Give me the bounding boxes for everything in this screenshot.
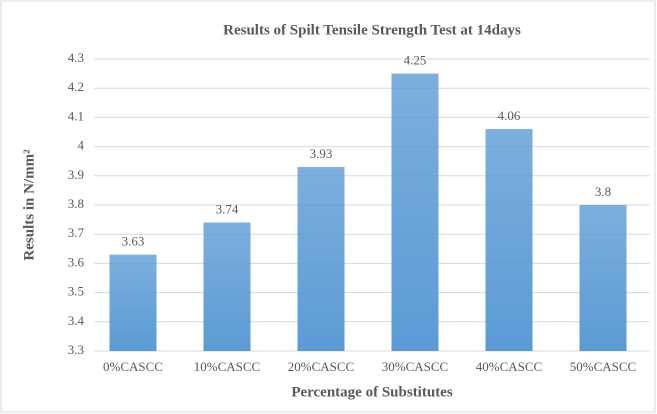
data-label: 3.8 bbox=[595, 184, 611, 199]
y-tick-label: 4 bbox=[78, 138, 85, 153]
bar bbox=[109, 254, 157, 351]
y-axis-title: Results in N/mm² bbox=[21, 149, 37, 261]
y-tick-label: 4.3 bbox=[68, 50, 84, 65]
y-tick-label: 4.2 bbox=[68, 79, 84, 94]
data-label: 4.06 bbox=[498, 108, 521, 123]
y-tick-label: 3.3 bbox=[68, 342, 84, 357]
bar bbox=[297, 167, 345, 351]
data-label: 3.74 bbox=[216, 202, 239, 217]
y-tick-label: 3.4 bbox=[68, 313, 85, 328]
bar bbox=[579, 205, 627, 351]
y-tick-label: 4.1 bbox=[68, 108, 84, 123]
data-label: 4.25 bbox=[404, 53, 427, 68]
y-tick-label: 3.7 bbox=[68, 225, 85, 240]
x-axis-title: Percentage of Substitutes bbox=[291, 384, 453, 400]
data-label: 3.63 bbox=[122, 234, 145, 249]
y-tick-label: 3.5 bbox=[68, 284, 84, 299]
y-tick-label: 3.9 bbox=[68, 167, 84, 182]
data-label: 3.93 bbox=[310, 146, 333, 161]
x-tick-label: 20%CASCC bbox=[288, 359, 354, 374]
bar bbox=[203, 222, 251, 351]
x-tick-label: 0%CASCC bbox=[103, 359, 163, 374]
chart-title: Results of Spilt Tensile Strength Test a… bbox=[223, 22, 521, 38]
x-tick-label: 10%CASCC bbox=[194, 359, 260, 374]
y-tick-label: 3.6 bbox=[68, 254, 85, 269]
y-tick-label: 3.8 bbox=[68, 196, 84, 211]
x-tick-label: 30%CASCC bbox=[382, 359, 448, 374]
x-tick-label: 50%CASCC bbox=[570, 359, 636, 374]
bar bbox=[485, 129, 533, 351]
bar bbox=[391, 73, 439, 351]
x-tick-label: 40%CASCC bbox=[476, 359, 542, 374]
